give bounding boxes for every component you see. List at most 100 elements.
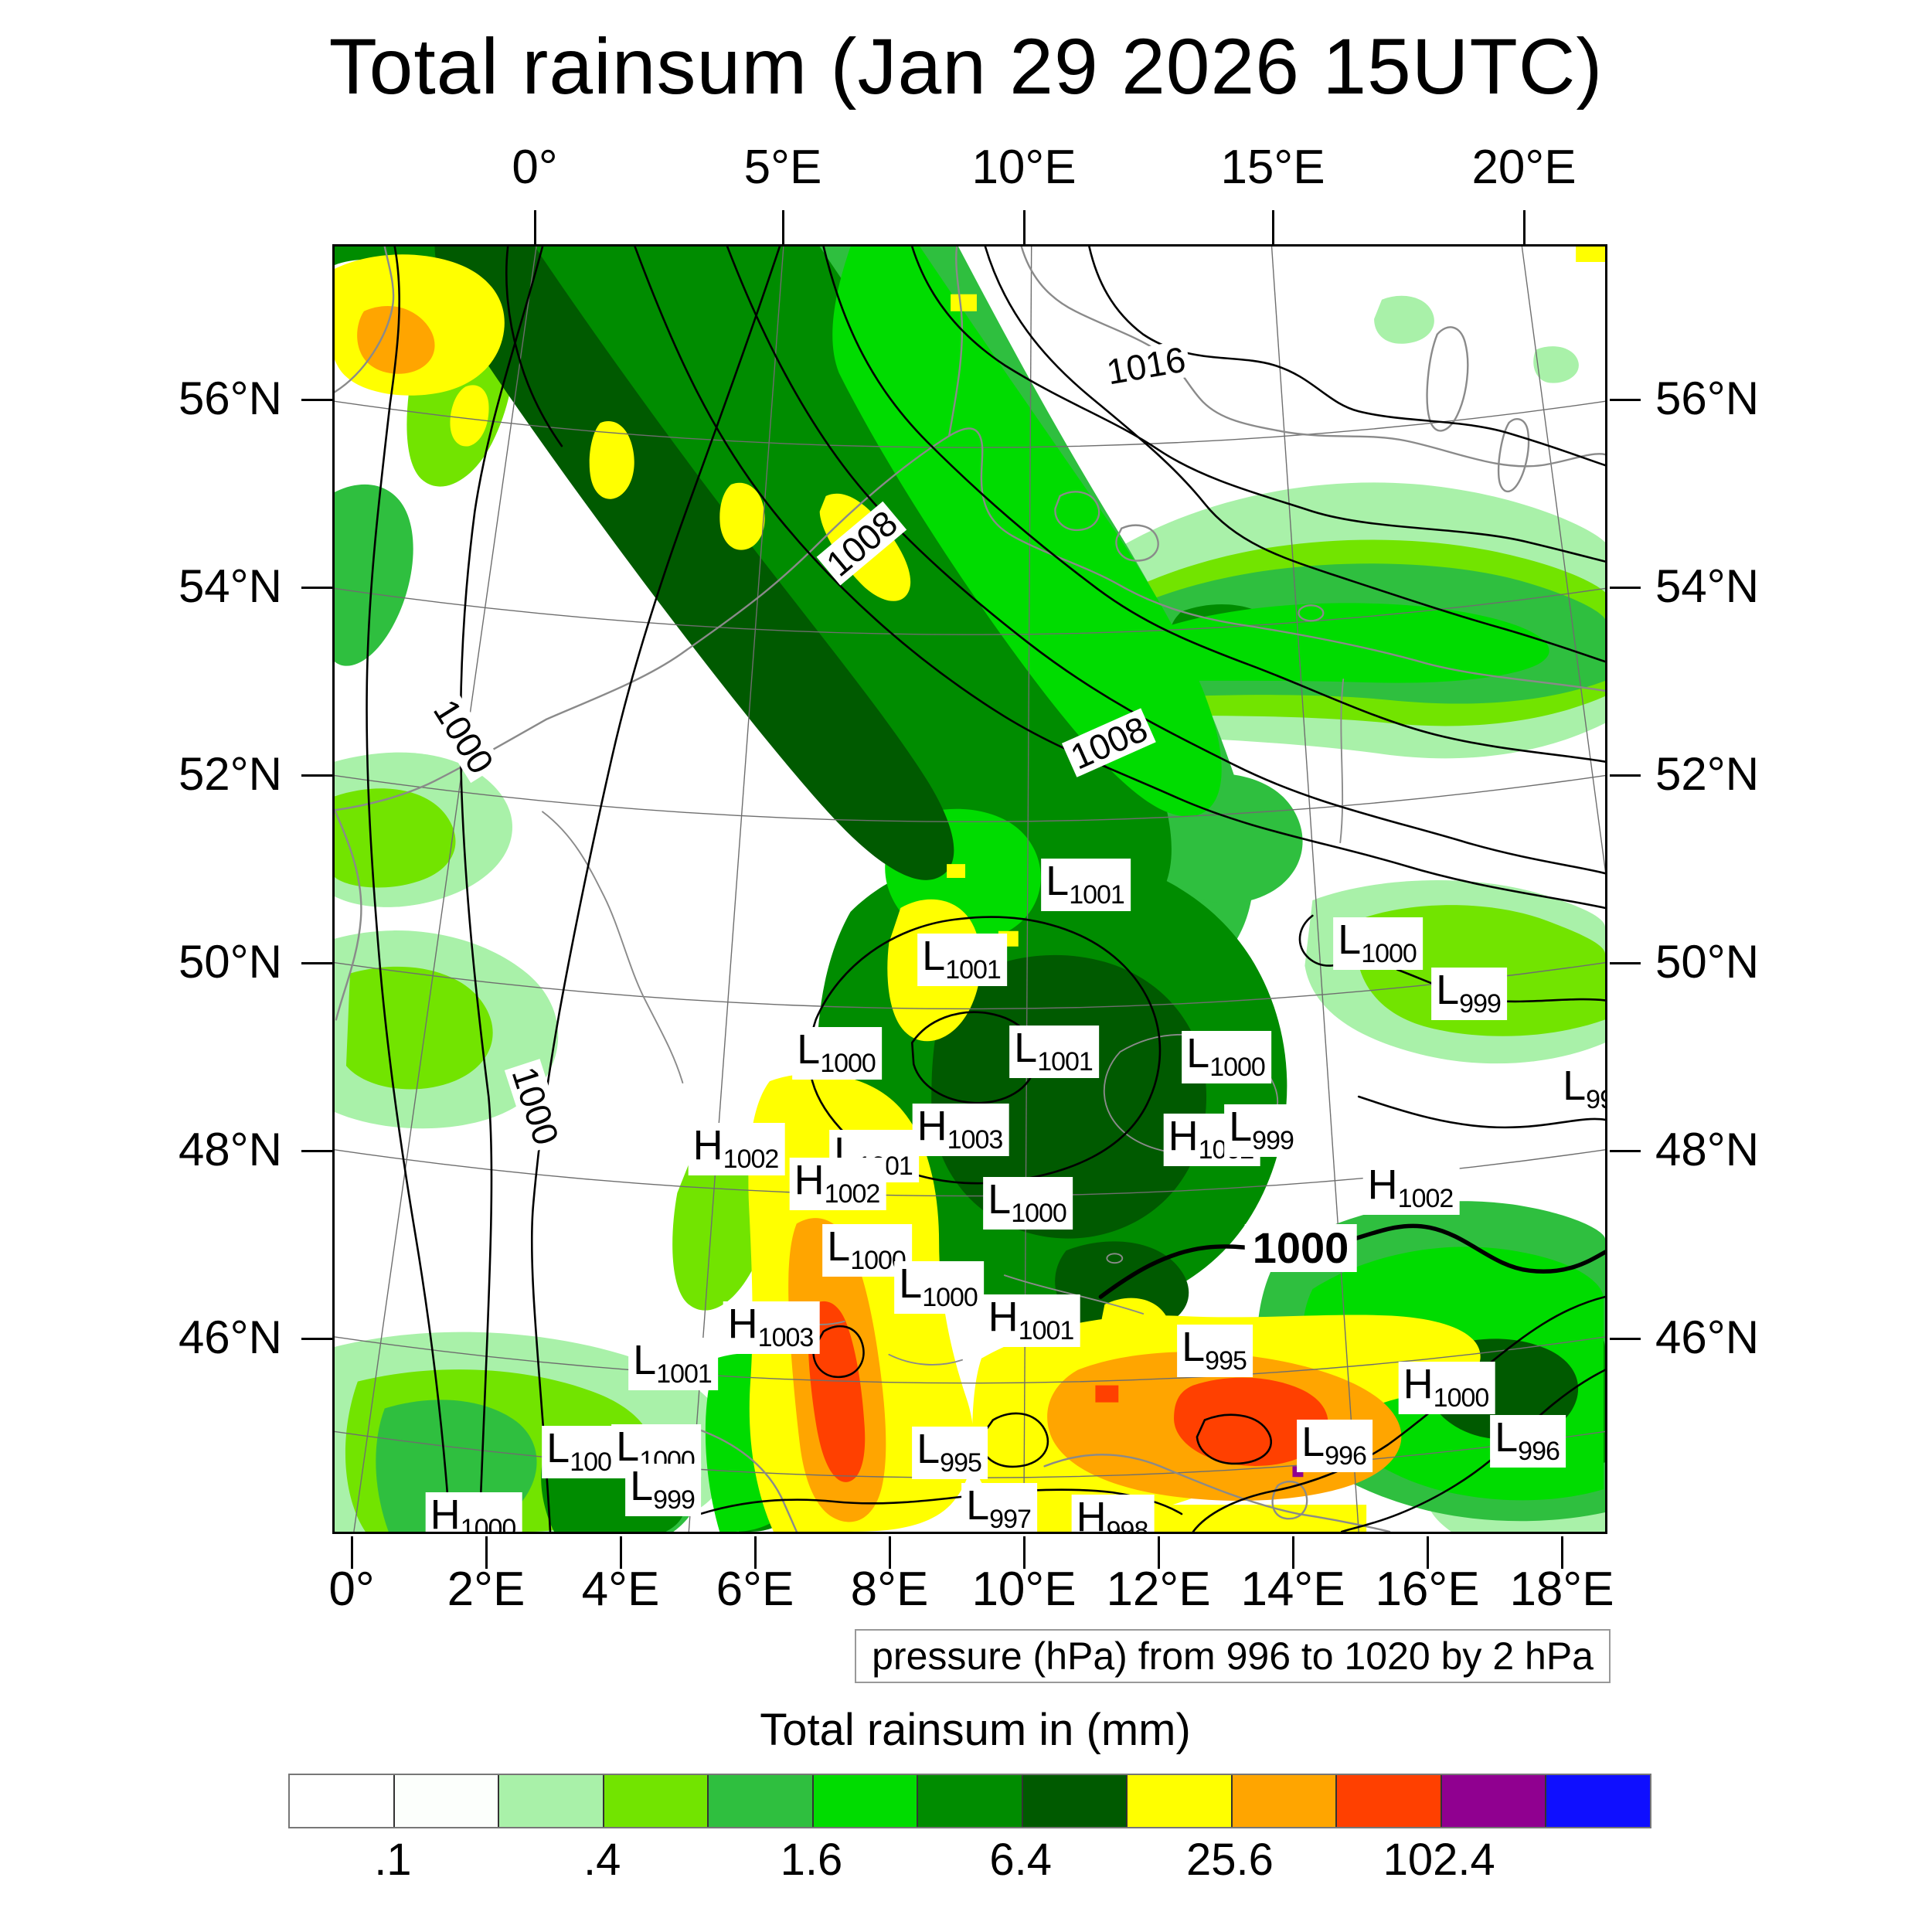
contour-label-1000: 1000 <box>504 1059 567 1153</box>
colorbar-tick-label: .1 <box>374 1835 412 1885</box>
pressure-center-l999: L999 <box>1431 968 1507 1020</box>
colorbar-cell <box>602 1775 708 1827</box>
bottom-axis-label: 16°E <box>1375 1563 1480 1616</box>
pressure-contour-emphasized-1000 <box>1098 1223 1605 1299</box>
right-axis-tick <box>1610 962 1641 964</box>
left-axis-tick <box>301 962 332 964</box>
pressure-center-l1000: L1000 <box>894 1261 984 1314</box>
left-axis-label: 52°N <box>178 748 282 800</box>
colorbar-cell <box>393 1775 498 1827</box>
right-axis-label: 52°N <box>1655 748 1760 800</box>
pressure-center-l995: L995 <box>912 1427 988 1479</box>
left-axis-tick <box>301 1338 332 1340</box>
bottom-axis-label: 2°E <box>447 1563 526 1616</box>
colorbar-cell <box>1126 1775 1231 1827</box>
right-axis-label: 54°N <box>1655 560 1760 612</box>
top-axis-tick <box>782 210 784 244</box>
colorbar-cell <box>498 1775 603 1827</box>
right-axis-tick <box>1610 587 1641 589</box>
colorbar-cell <box>1021 1775 1127 1827</box>
pressure-center-h1002: H1002 <box>1362 1162 1460 1215</box>
top-axis-label: 10°E <box>971 141 1077 194</box>
top-axis-tick <box>1023 210 1026 244</box>
bottom-axis-label: 0° <box>328 1563 375 1616</box>
colorbar-tick-label: .4 <box>583 1835 621 1885</box>
pressure-center-l999: L999 <box>1224 1104 1300 1157</box>
pressure-center-h1000: H1000 <box>425 1492 522 1532</box>
left-axis-tick <box>301 587 332 589</box>
bottom-axis-label: 6°E <box>716 1563 794 1616</box>
right-axis-tick <box>1610 1338 1641 1340</box>
pressure-center-h998: H998 <box>1071 1495 1155 1532</box>
bottom-axis-label: 18°E <box>1509 1563 1614 1616</box>
top-axis-tick <box>534 210 536 244</box>
colorbar-cell <box>707 1775 812 1827</box>
pressure-center-l1000: L1000 <box>1333 917 1423 970</box>
pressure-center-h1001: H1001 <box>983 1294 1080 1347</box>
bottom-axis-tick <box>1561 1536 1563 1569</box>
colorbar-tick-label: 25.6 <box>1186 1835 1274 1885</box>
top-axis-label: 15°E <box>1220 141 1325 194</box>
colorbar-cell <box>811 1775 917 1827</box>
top-axis-label: 5°E <box>743 141 822 194</box>
pressure-center-l1001: L1001 <box>628 1338 718 1390</box>
right-axis-label: 50°N <box>1655 936 1760 988</box>
top-axis-tick <box>1272 210 1274 244</box>
bottom-axis-label: 4°E <box>581 1563 660 1616</box>
contour-label-1008: 1008 <box>816 501 907 586</box>
colorbar <box>288 1774 1651 1828</box>
left-axis-label: 48°N <box>178 1124 282 1175</box>
map-frame: L1001L1001L1000L999L999L1000L1001L1000H1… <box>332 244 1607 1534</box>
top-axis-label: 0° <box>512 141 558 194</box>
bottom-axis-label: 10°E <box>971 1563 1077 1616</box>
colorbar-cell <box>1545 1775 1650 1827</box>
right-axis-tick <box>1610 774 1641 777</box>
left-axis-label: 56°N <box>178 372 282 424</box>
contour-label-1000: 1000 <box>1244 1224 1357 1272</box>
bottom-axis-tick <box>1023 1536 1026 1569</box>
bottom-axis-tick <box>754 1536 757 1569</box>
bottom-axis-tick <box>1427 1536 1429 1569</box>
bottom-axis-tick <box>620 1536 622 1569</box>
pressure-contours <box>366 247 1605 1532</box>
top-axis-tick <box>1523 210 1526 244</box>
pressure-center-l995: L995 <box>1177 1325 1253 1377</box>
colorbar-tick-label: 102.4 <box>1383 1835 1495 1885</box>
bottom-axis-tick <box>485 1536 488 1569</box>
bottom-axis-label: 14°E <box>1240 1563 1345 1616</box>
right-axis-label: 46°N <box>1655 1311 1760 1363</box>
colorbar-title: Total rainsum in (mm) <box>760 1705 1191 1755</box>
pressure-center-h1002: H1002 <box>789 1158 886 1210</box>
right-axis-label: 56°N <box>1655 372 1760 424</box>
contour-label-1016: 1016 <box>1100 339 1192 392</box>
left-axis-label: 50°N <box>178 936 282 988</box>
contour-label-1008: 1008 <box>1061 708 1157 777</box>
contour-label-1000: 1000 <box>424 689 503 784</box>
bottom-axis-tick <box>889 1536 891 1569</box>
pressure-center-l996: L996 <box>1490 1415 1566 1468</box>
colorbar-cell <box>290 1775 393 1827</box>
bottom-axis-tick <box>351 1536 353 1569</box>
left-axis-tick <box>301 1150 332 1152</box>
colorbar-tick-label: 1.6 <box>780 1835 843 1885</box>
pressure-center-h1002: H1002 <box>688 1123 785 1175</box>
colorbar-cell <box>1230 1775 1336 1827</box>
colorbar-tick-label: 6.4 <box>989 1835 1053 1885</box>
pressure-center-l999: L999 <box>625 1464 701 1516</box>
left-axis-label: 46°N <box>178 1311 282 1363</box>
page-title: Total rainsum (Jan 29 2026 15UTC) <box>328 22 1604 111</box>
pressure-center-l1000: L1000 <box>1182 1031 1271 1083</box>
pressure-center-l997: L997 <box>961 1483 1037 1532</box>
pressure-center-h1003: H1003 <box>912 1104 1009 1156</box>
right-axis-tick <box>1610 399 1641 401</box>
pressure-center-l1001: L1001 <box>1041 859 1131 911</box>
bottom-axis-tick <box>1292 1536 1294 1569</box>
bottom-axis-label: 8°E <box>850 1563 929 1616</box>
colorbar-cell <box>917 1775 1022 1827</box>
bottom-axis-tick <box>1158 1536 1160 1569</box>
colorbar-cell <box>1335 1775 1440 1827</box>
top-axis-label: 20°E <box>1471 141 1577 194</box>
pressure-center-l996: L996 <box>1297 1420 1372 1472</box>
pressure-center-h1000: H1000 <box>1398 1362 1495 1414</box>
pressure-center-h1003: H1003 <box>723 1301 820 1354</box>
